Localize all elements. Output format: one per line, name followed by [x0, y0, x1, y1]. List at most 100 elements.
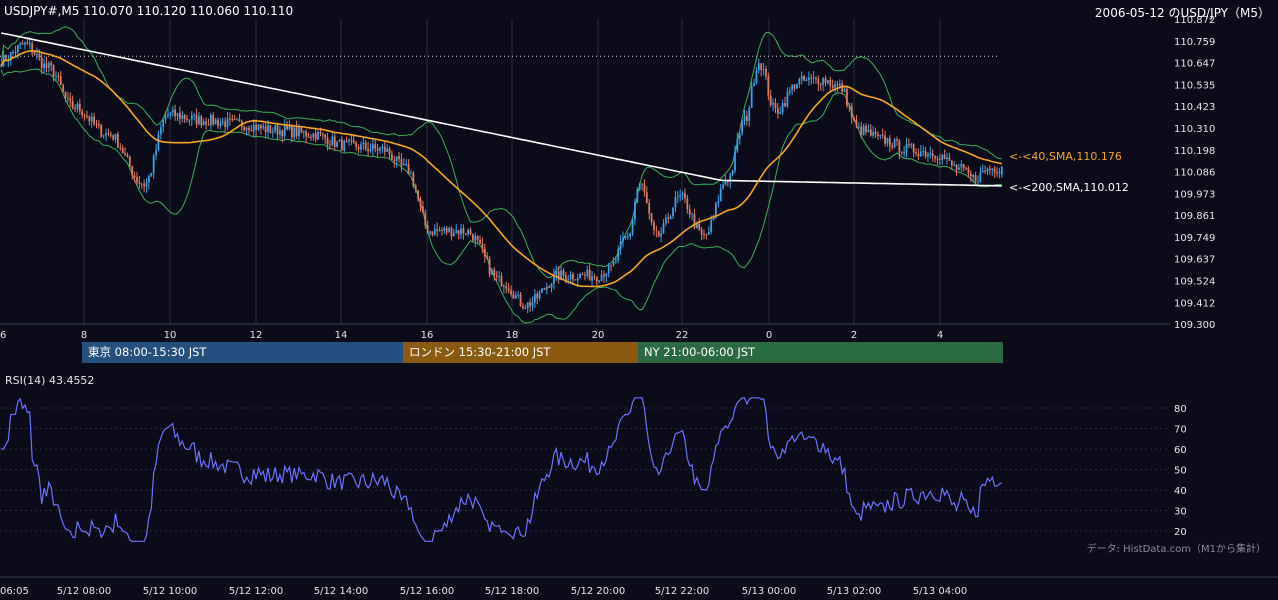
- candle-body: [441, 230, 443, 232]
- candle-body: [450, 227, 453, 237]
- candle-body: [517, 294, 520, 296]
- candle-body: [748, 107, 751, 121]
- candle-body: [541, 288, 543, 293]
- candle-body: [579, 273, 582, 279]
- candle-body: [722, 184, 724, 189]
- candle-body: [979, 172, 982, 182]
- price-y-tick: 110.535: [1174, 80, 1215, 91]
- rsi-label: RSI(14) 43.4552: [5, 374, 95, 387]
- candle-body: [822, 78, 825, 85]
- candle-body: [167, 114, 169, 116]
- candle-body: [64, 91, 67, 98]
- candle-body: [750, 86, 753, 108]
- candle-body: [557, 271, 560, 280]
- candle-body: [252, 124, 255, 132]
- rsi-x-tick: 5/12 18:00: [485, 586, 539, 597]
- candle-body: [500, 276, 503, 287]
- candle-body: [569, 274, 572, 279]
- candle-body: [958, 167, 960, 170]
- candle-body: [391, 154, 393, 160]
- candle-body: [879, 134, 882, 137]
- candle-body: [371, 144, 374, 150]
- candle-body: [376, 148, 379, 151]
- candle-body: [481, 243, 484, 249]
- candle-body: [426, 225, 429, 233]
- candle-body: [688, 209, 691, 215]
- candle-body: [348, 139, 350, 142]
- candle-body: [107, 132, 110, 134]
- rsi-x-tick: 5/12 10:00: [143, 586, 197, 597]
- rsi-line: [1, 397, 1003, 542]
- rsi-y-tick: 60: [1174, 445, 1187, 456]
- candle-body: [386, 148, 389, 152]
- candle-body: [100, 124, 103, 137]
- candle-body: [412, 173, 415, 186]
- candle-body: [522, 305, 524, 309]
- candle-body: [267, 124, 269, 133]
- candle-body: [31, 43, 34, 53]
- rsi-x-tick: 5/13 04:00: [913, 586, 967, 597]
- price-y-tick: 110.198: [1174, 146, 1215, 157]
- candle-body: [767, 76, 770, 96]
- price-y-tick: 109.861: [1174, 211, 1215, 222]
- rsi-y-tick: 50: [1174, 466, 1187, 477]
- candle-body: [884, 135, 886, 144]
- candle-body: [229, 118, 231, 120]
- candle-body: [105, 132, 107, 136]
- candle-body: [190, 115, 193, 120]
- candle-body: [807, 77, 810, 81]
- rsi-x-tick: 06:05: [0, 586, 29, 597]
- candle-body: [124, 153, 126, 155]
- candle-body: [279, 130, 281, 135]
- candle-body: [829, 80, 832, 86]
- candle-body: [155, 149, 157, 156]
- candle-body: [991, 168, 994, 171]
- candle-body: [405, 163, 408, 165]
- candle-body: [290, 126, 293, 138]
- candle-body: [805, 80, 808, 82]
- candle-body: [938, 158, 941, 160]
- candle-body: [281, 130, 284, 137]
- candle-body: [586, 269, 589, 276]
- candle-body: [610, 264, 612, 266]
- candle-body: [286, 125, 288, 130]
- candle-body: [381, 146, 384, 148]
- candle-body: [641, 183, 643, 185]
- candle-body: [379, 147, 381, 151]
- candle-body: [538, 292, 541, 299]
- candle-body: [881, 134, 884, 136]
- candle-body: [326, 137, 329, 145]
- candle-body: [705, 234, 708, 236]
- candle-body: [676, 196, 679, 198]
- candle-body: [667, 217, 670, 219]
- candle-body: [974, 174, 977, 182]
- candle-body: [486, 256, 489, 259]
- data-credit: データ: HistData.com（M1から集計）: [1086, 544, 1266, 555]
- candle-body: [181, 115, 184, 119]
- candle-body: [274, 125, 277, 132]
- candle-body: [255, 124, 258, 130]
- candle-body: [271, 131, 274, 133]
- sma40-line: [0, 49, 1002, 288]
- candle-body: [769, 95, 772, 105]
- candle-body: [357, 147, 360, 150]
- candle-body: [684, 193, 686, 199]
- candle-body: [760, 63, 763, 71]
- candle-body: [81, 111, 84, 116]
- candle-body: [45, 63, 48, 68]
- candle-body: [910, 144, 913, 146]
- candle-body: [264, 126, 267, 133]
- candle-body: [614, 260, 617, 262]
- candle-body: [564, 275, 567, 280]
- candle-body: [307, 136, 310, 138]
- candle-body: [693, 213, 696, 228]
- candle-body: [288, 126, 291, 130]
- candle-body: [183, 115, 186, 119]
- candle-body: [960, 164, 963, 168]
- candle-body: [5, 54, 7, 62]
- price-y-tick: 109.637: [1174, 255, 1215, 266]
- candle-body: [710, 220, 713, 232]
- candle-body: [531, 302, 534, 307]
- candle-body: [231, 119, 234, 121]
- candle-body: [28, 43, 31, 45]
